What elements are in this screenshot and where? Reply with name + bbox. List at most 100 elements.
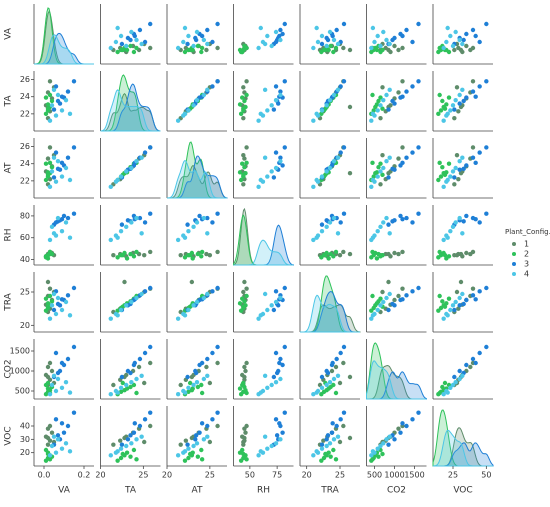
point [477,150,482,155]
point [484,145,489,150]
point [278,437,283,442]
point [194,97,200,103]
point [280,163,285,168]
point [49,443,55,449]
point [186,228,191,234]
point [442,304,448,309]
point [410,417,415,422]
point [337,380,343,386]
point [375,307,380,313]
point [265,33,270,39]
point [331,254,336,259]
point [453,97,458,103]
point [148,360,153,366]
point [438,174,444,179]
point [333,45,339,51]
density [100,89,161,132]
point [142,439,147,445]
point [437,160,442,166]
point [370,293,375,299]
point [376,454,381,459]
point [175,316,181,321]
point [319,174,325,179]
point [122,279,127,285]
point [187,47,193,53]
point [195,384,201,390]
point [131,430,137,435]
point [416,211,421,216]
point [182,49,188,55]
point [278,158,283,164]
point [47,423,53,429]
point [53,179,59,184]
point [45,304,51,309]
point [473,33,478,39]
point [460,373,465,378]
point [444,102,449,107]
point [118,455,124,461]
point [186,307,191,313]
x-axis-label: TA [124,486,137,496]
point [274,433,280,438]
point [199,390,205,396]
point [128,251,133,257]
point [400,286,405,291]
point [453,29,458,35]
y-tick-label: 60 [20,233,30,242]
point [436,308,441,313]
point [265,108,270,113]
point [269,303,274,308]
point [378,303,383,308]
point [319,228,325,234]
point [387,231,392,236]
point [441,237,446,243]
point [454,252,460,258]
point [45,252,51,258]
point [194,299,200,305]
point [416,145,421,150]
point [67,313,73,318]
point [311,237,316,243]
point [347,435,353,441]
point [181,39,186,45]
point [269,382,274,388]
point [375,33,380,39]
point [378,103,383,108]
x-tick-label: 75 [272,471,282,480]
point [205,434,210,439]
point [273,441,279,446]
point [271,374,277,380]
point [241,289,246,295]
point [139,291,144,297]
point [178,252,183,258]
point [134,437,139,442]
point [450,43,456,49]
legend-marker [512,262,516,266]
point [396,156,401,161]
point [129,380,134,385]
point [195,43,201,49]
point [458,104,464,110]
point [327,97,333,103]
point [182,313,188,318]
point [108,237,113,243]
point [468,364,473,370]
point [448,33,453,39]
point [45,435,51,441]
point [47,293,53,299]
point [45,364,51,370]
point [396,47,401,53]
point [191,103,196,108]
point [440,164,445,170]
point [59,108,65,113]
point [205,215,210,221]
point [115,49,120,55]
point [484,344,489,350]
point [71,79,77,84]
point [47,457,53,462]
point [484,21,489,27]
point [47,453,53,458]
point [59,421,65,426]
point [374,102,380,107]
point [124,303,129,308]
